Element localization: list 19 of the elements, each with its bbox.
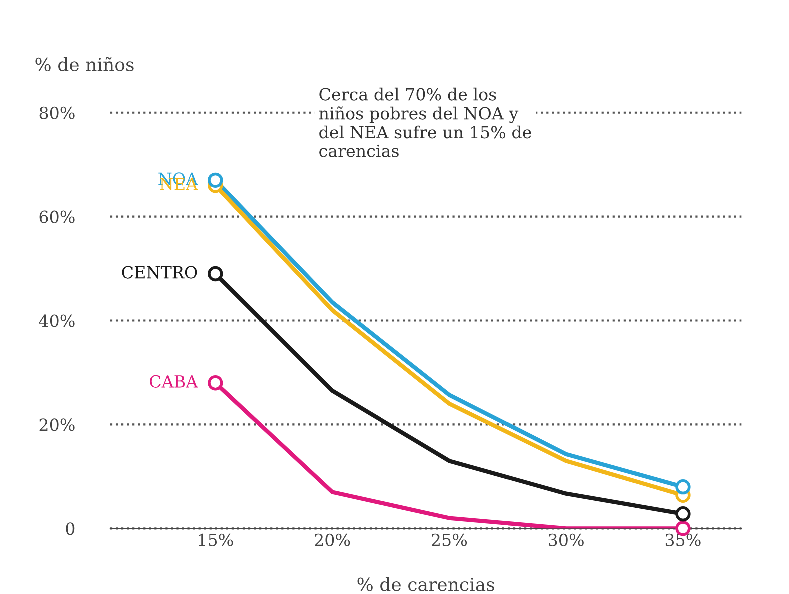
point [208,376,224,391]
x-tick-label: 30% [549,534,584,546]
x-tick-label: 20% [315,534,350,546]
x-tick-label: 15% [199,534,234,546]
x-tick-label: 25% [432,534,468,546]
point [208,172,224,188]
series-label: CENTRO [122,266,198,279]
y-axis-title: % de niños [36,57,134,72]
y-tick-label: 40% [39,314,75,328]
annotation: Cerca del 70% de los niños pobres del NOA y del NEA sufre un 15% de carencias [319,88,532,158]
series-label: CABA [150,375,198,388]
y-tick-label: 20% [40,418,75,432]
x-axis-title: % de carencias [358,577,494,592]
y-tick-label: 0 [66,522,75,536]
point [208,266,224,282]
point [676,506,691,522]
point [676,479,691,495]
y-tick-label: 80% [40,106,75,120]
y-tick-label: 60% [40,210,75,224]
